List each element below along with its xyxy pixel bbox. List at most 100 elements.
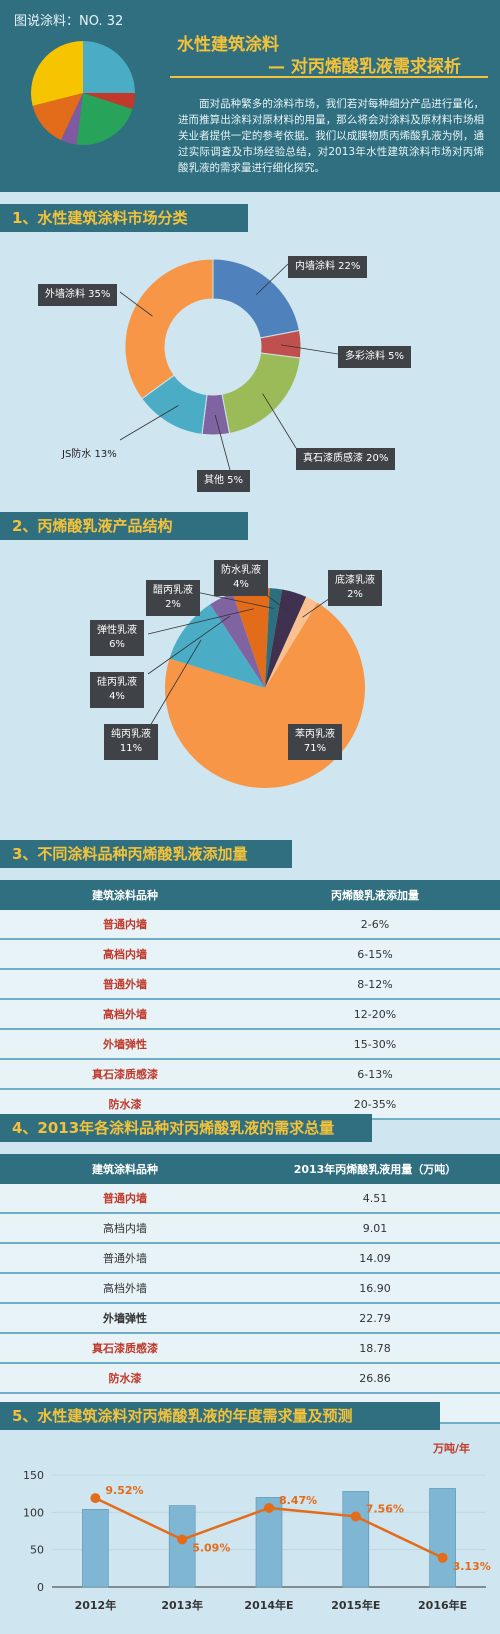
table-cell: 8-12% bbox=[250, 969, 500, 1000]
header-banner: 图说涂料：NO. 32 水性建筑涂料 — 对丙烯酸乳液需求探析 面对品种繁多的涂… bbox=[0, 0, 500, 192]
table-row: 外墙弹性 22.79 bbox=[0, 1303, 500, 1334]
growth-point bbox=[90, 1493, 101, 1504]
donut-label-0: 内墙涂料 22% bbox=[288, 256, 368, 278]
table-cell: 6-13% bbox=[250, 1059, 500, 1090]
table-header-cell: 丙烯酸乳液添加量 bbox=[250, 880, 500, 910]
table-header-cell: 建筑涂料品种 bbox=[0, 1154, 250, 1184]
pie-label-6: 底漆乳液 2% bbox=[328, 570, 382, 606]
page-subtitle: — 对丙烯酸乳液需求探析 bbox=[268, 57, 461, 77]
table-row: 高档外墙 16.90 bbox=[0, 1273, 500, 1304]
y-tick-label: 100 bbox=[23, 1506, 44, 1519]
market-donut-chart bbox=[119, 258, 339, 471]
table-row: 普通外墙 14.09 bbox=[0, 1243, 500, 1274]
x-tick-label: 2016年E bbox=[418, 1598, 467, 1612]
table-cell: 外墙弹性 bbox=[0, 1029, 250, 1060]
table-row: 高档外墙 12-20% bbox=[0, 999, 500, 1030]
donut-label-3: 其他 5% bbox=[197, 470, 251, 492]
growth-label: 3.13% bbox=[453, 1560, 491, 1573]
donut-label-2: 真石漆质感漆 20% bbox=[296, 448, 396, 470]
table-row: 真石漆质感漆 6-13% bbox=[0, 1059, 500, 1090]
growth-point bbox=[350, 1511, 361, 1522]
table-row: 普通外墙 8-12% bbox=[0, 969, 500, 1000]
table-cell: 26.86 bbox=[250, 1363, 500, 1394]
pie-leader-line bbox=[149, 639, 202, 727]
title-underline bbox=[170, 76, 488, 78]
header-pie-slice bbox=[32, 93, 83, 141]
table-row: 普通内墙 4.51 bbox=[0, 1184, 500, 1214]
pie-slice bbox=[169, 604, 265, 688]
table-cell: 高档外墙 bbox=[0, 999, 250, 1030]
pie-label-2: 硅丙乳液 4% bbox=[90, 672, 144, 708]
growth-label: 5.09% bbox=[192, 1541, 230, 1554]
table-row: 外墙弹性 15-30% bbox=[0, 1029, 500, 1060]
pie-label-1: 纯丙乳液 11% bbox=[104, 724, 158, 760]
pie-slice bbox=[265, 588, 283, 688]
table-cell: 18.78 bbox=[250, 1333, 500, 1364]
page-title: 水性建筑涂料 bbox=[177, 35, 279, 55]
pie-slice bbox=[265, 589, 307, 688]
y-tick-label: 150 bbox=[23, 1469, 44, 1482]
pie-label-5: 防水乳液 4% bbox=[214, 560, 268, 596]
pie-label-0: 苯丙乳液 71% bbox=[288, 724, 342, 760]
table-row: 高档内墙 6-15% bbox=[0, 939, 500, 970]
intro-paragraph: 面对品种繁多的涂料市场，我们若对每种细分产品进行量化，进而推算出涂料对原材料的用… bbox=[178, 98, 484, 174]
table-cell: 16.90 bbox=[250, 1273, 500, 1304]
pie-label-4: 醋丙乳液 2% bbox=[146, 580, 200, 616]
x-tick-label: 2015年E bbox=[331, 1598, 380, 1612]
donut-leader-line bbox=[119, 405, 179, 441]
bar bbox=[342, 1491, 370, 1588]
table-cell: 真石漆质感漆 bbox=[0, 1333, 250, 1364]
header-pie-slice bbox=[83, 41, 135, 93]
table-row: 高档内墙 9.01 bbox=[0, 1213, 500, 1244]
table-cell: 外墙弹性 bbox=[0, 1303, 250, 1334]
x-tick-label: 2012年 bbox=[75, 1598, 117, 1612]
annual-demand-chart: 万吨/年 0 50 100 150 2012年 2013年 2014年E 2015年E 2016年… bbox=[23, 1441, 491, 1612]
section-title-2: 2、丙烯酸乳液产品结构 bbox=[0, 512, 248, 540]
donut-slice bbox=[221, 352, 301, 435]
section-title-1: 1、水性建筑涂料市场分类 bbox=[0, 204, 248, 232]
pie-leader-line bbox=[195, 591, 274, 609]
donut-slice bbox=[212, 258, 301, 339]
header-pie-slice bbox=[76, 93, 133, 145]
x-tick-label: 2014年E bbox=[244, 1598, 293, 1612]
pie-slice bbox=[265, 596, 318, 688]
table-row: 防水漆 26.86 bbox=[0, 1363, 500, 1394]
donut-leader-line bbox=[119, 291, 153, 317]
table-row: 真石漆质感漆 18.78 bbox=[0, 1333, 500, 1364]
table-cell: 高档外墙 bbox=[0, 1273, 250, 1304]
x-tick-label: 2013年 bbox=[161, 1598, 203, 1612]
section-title-4: 4、2013年各涂料品种对丙烯酸乳液的需求总量 bbox=[0, 1114, 372, 1142]
growth-point bbox=[264, 1502, 274, 1513]
donut-leader-line bbox=[214, 414, 231, 471]
table-row: 普通内墙 2-6% bbox=[0, 910, 500, 940]
table-cell: 普通外墙 bbox=[0, 969, 250, 1000]
bar bbox=[429, 1488, 456, 1588]
table-cell: 4.51 bbox=[250, 1184, 500, 1214]
table-cell: 22.79 bbox=[250, 1303, 500, 1334]
growth-label: 7.56% bbox=[366, 1502, 404, 1515]
pie-slice bbox=[210, 593, 265, 688]
donut-leader-line bbox=[280, 344, 339, 355]
demand-table: 建筑涂料品种 2013年丙烯酸乳液用量（万吨） 普通内墙 4.51 高档内墙 9.0… bbox=[0, 1154, 500, 1424]
section-title-5: 5、水性建筑涂料对丙烯酸乳液的年度需求量及预测 bbox=[0, 1402, 440, 1430]
donut-leader-line bbox=[262, 393, 297, 449]
issue-number: 图说涂料：NO. 32 bbox=[14, 14, 124, 29]
additive-ratio-table: 建筑涂料品种 丙烯酸乳液添加量 普通内墙 2-6% 高档内墙 6-15% 普通外墙 8… bbox=[0, 880, 500, 1120]
growth-point bbox=[177, 1534, 188, 1545]
table-cell: 防水漆 bbox=[0, 1363, 250, 1394]
pie-leader-line bbox=[147, 608, 254, 635]
header-pie-slice bbox=[30, 41, 83, 106]
y-unit-label: 万吨/年 bbox=[432, 1441, 470, 1455]
table-cell: 6-15% bbox=[250, 939, 500, 970]
table-cell: 15-30% bbox=[250, 1029, 500, 1060]
pie-label-3: 弹性乳液 6% bbox=[90, 620, 144, 656]
table-cell: 14.09 bbox=[250, 1243, 500, 1274]
donut-leader-line bbox=[256, 263, 289, 295]
table-cell: 普通内墙 bbox=[0, 910, 250, 940]
bar bbox=[168, 1505, 196, 1588]
growth-label: 8.47% bbox=[279, 1494, 317, 1507]
donut-label-1: 多彩涂料 5% bbox=[338, 346, 412, 368]
pie-slice bbox=[232, 588, 270, 688]
table-cell: 2-6% bbox=[250, 910, 500, 940]
table-cell: 普通外墙 bbox=[0, 1243, 250, 1274]
